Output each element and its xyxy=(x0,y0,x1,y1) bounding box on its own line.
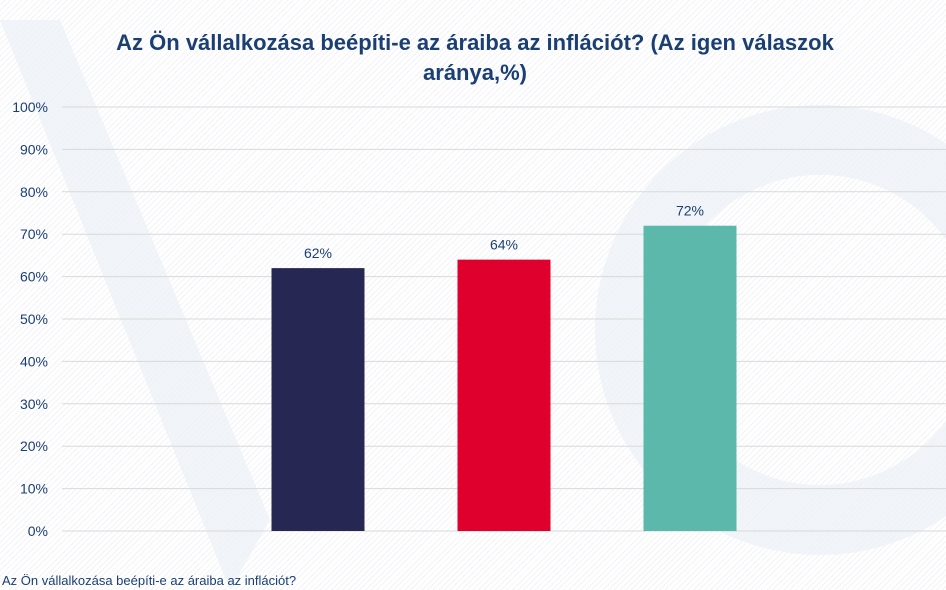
data-label: 64% xyxy=(490,237,518,253)
y-tick-label: 10% xyxy=(20,481,48,497)
data-label: 72% xyxy=(676,203,704,219)
data-label: 62% xyxy=(304,245,332,261)
y-tick-label: 30% xyxy=(20,396,48,412)
y-tick-label: 70% xyxy=(20,226,48,242)
bar xyxy=(457,259,551,531)
y-tick-label: 100% xyxy=(12,99,48,115)
y-tick-label: 0% xyxy=(28,523,48,539)
y-tick-label: 80% xyxy=(20,184,48,200)
y-tick-label: 50% xyxy=(20,311,48,327)
y-tick-label: 40% xyxy=(20,353,48,369)
y-tick-label: 20% xyxy=(20,438,48,454)
bar xyxy=(271,268,365,531)
y-tick-label: 90% xyxy=(20,141,48,157)
y-tick-label: 60% xyxy=(20,269,48,285)
caption: Az Ön vállalkozása beépíti-e az áraiba a… xyxy=(2,573,297,588)
bar xyxy=(643,225,737,531)
chart-title: Az Ön vállalkozása beépíti-e az áraiba a… xyxy=(116,30,834,85)
